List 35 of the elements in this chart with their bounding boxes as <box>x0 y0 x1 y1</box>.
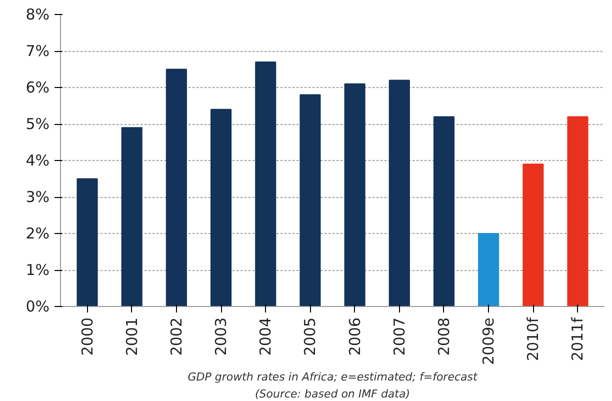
y-tick-label: 7% <box>26 42 50 60</box>
bar <box>567 116 588 306</box>
bar <box>433 116 455 306</box>
x-tick-label: 2008 <box>434 317 453 356</box>
bar <box>166 68 187 306</box>
x-tick-label: 2010f <box>524 316 542 361</box>
y-tick-label: 8% <box>26 6 50 24</box>
bar <box>522 164 544 306</box>
bar <box>300 94 321 306</box>
x-tick-label: 2007 <box>390 317 408 356</box>
y-tick-label: 1% <box>26 261 50 279</box>
y-tick-label: 0% <box>26 298 50 316</box>
x-tick-label: 2009e <box>480 317 498 365</box>
y-tick-label: 3% <box>26 188 50 206</box>
bar <box>344 83 366 306</box>
y-tick-label: 6% <box>26 78 50 96</box>
x-tick-label: 2001 <box>122 317 141 356</box>
x-tick-label: 2005 <box>301 317 320 356</box>
x-tick-label: 2003 <box>212 317 230 356</box>
text: GDP growth rates in Africa; e=estimated; f=forecast <box>188 370 478 384</box>
x-tick-label: 2011f <box>568 316 587 361</box>
y-tick-label: 2% <box>26 224 50 242</box>
x-tick-label: 2000 <box>78 317 96 356</box>
bar <box>255 61 276 306</box>
text: (Source: based on IMF data) <box>254 388 410 400</box>
bar <box>76 178 98 306</box>
bar <box>478 233 500 306</box>
x-tick-label: 2004 <box>256 317 275 356</box>
x-tick-label: 2002 <box>167 317 186 356</box>
y-tick-label: 4% <box>26 152 50 170</box>
x-tick-label: 2006 <box>346 317 364 356</box>
bar <box>210 108 232 306</box>
bar <box>121 127 142 306</box>
bar <box>388 80 410 306</box>
y-tick-label: 5% <box>26 115 50 133</box>
